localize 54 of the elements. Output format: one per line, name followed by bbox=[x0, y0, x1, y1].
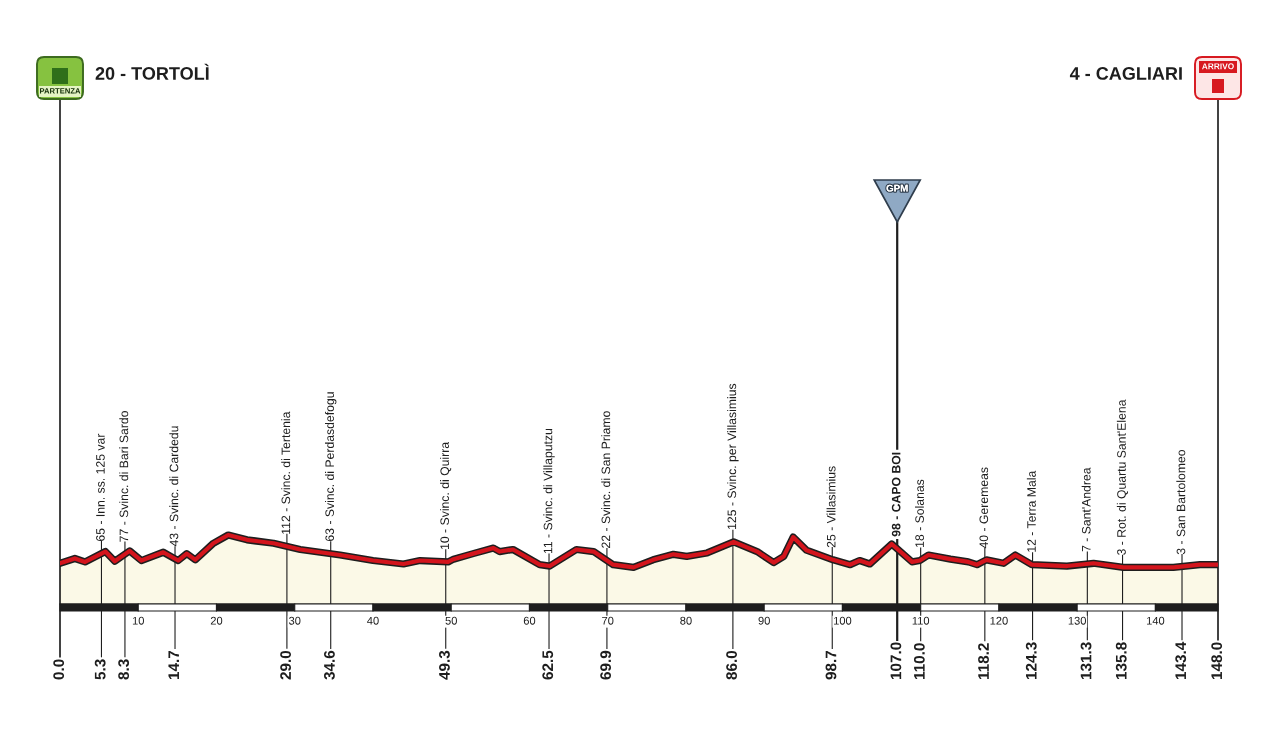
ref-line-label: 49.3 bbox=[439, 650, 450, 680]
annotation: 40 - Geremeas bbox=[979, 467, 989, 549]
ref-line-label: 143.4 bbox=[1175, 641, 1187, 680]
annotation: 43 - Svinc. di Cardedu bbox=[169, 426, 179, 547]
annotation: 125 - Svinc. per Villasimius bbox=[727, 383, 739, 529]
annotation: 22 - Svinc. di San Priamo bbox=[601, 411, 611, 548]
annotation: 25 - Villasimius bbox=[826, 466, 836, 548]
ref-line-label: 131.3 bbox=[1080, 642, 1092, 680]
x-tick-label: 50 bbox=[445, 616, 457, 625]
ref-line-label: 98.7 bbox=[825, 650, 837, 680]
ref-line-label: 8.3 bbox=[118, 659, 130, 680]
annotation: 10 - Svinc. di Quirra bbox=[440, 441, 452, 549]
x-tick-label: 40 bbox=[367, 616, 379, 625]
ref-line-label: 14.7 bbox=[168, 650, 179, 680]
text: 4 - CAGLIARI bbox=[1069, 67, 1182, 80]
ref-line-label: 110.0 bbox=[913, 643, 925, 680]
x-tick-label: 70 bbox=[602, 616, 614, 625]
annotation: 65 - Inn. ss. 125 var bbox=[96, 433, 105, 542]
annotation: 77 - Svinc. di Bari Sardo bbox=[119, 411, 129, 542]
x-tick-label: 120 bbox=[990, 616, 1008, 625]
x-tick-label: 20 bbox=[210, 616, 223, 625]
annotation: 11 - Svinc. di Villaputzu bbox=[543, 428, 555, 554]
ref-line-label: 0.0 bbox=[53, 659, 65, 680]
text: ARRIVO bbox=[1202, 63, 1234, 70]
annotation: 3 - San Bartolomeo bbox=[1176, 449, 1186, 555]
annotation: 12 - Terra Mala bbox=[1026, 470, 1036, 552]
x-tick-label: 130 bbox=[1068, 616, 1086, 625]
annotation: 3 - Rot. di Quartu Sant'Elena bbox=[1116, 399, 1129, 555]
ref-line-label: 118.2 bbox=[978, 643, 989, 680]
ref-line-label: 107.0 bbox=[890, 642, 902, 680]
annotation: 7 - Sant'Andrea bbox=[1081, 467, 1091, 552]
text: 20 - TORTOLÌ bbox=[95, 63, 209, 80]
annotation: 63 - Svinc. di Perdasdefogu bbox=[325, 392, 337, 542]
annotation: 98 - CAPO BOI bbox=[891, 452, 901, 537]
annotation: 18 - Solanas bbox=[914, 479, 924, 547]
x-tick-label: 60 bbox=[523, 616, 536, 625]
ref-line-label: 5.3 bbox=[94, 659, 106, 680]
ref-line-label: 86.0 bbox=[726, 650, 737, 680]
x-tick-label: 110 bbox=[912, 616, 930, 625]
ref-line-label: 69.9 bbox=[600, 650, 612, 680]
x-tick-label: 80 bbox=[680, 616, 692, 625]
text: GPM bbox=[886, 184, 908, 192]
ref-line-label: 148.0 bbox=[1211, 642, 1223, 680]
ref-line-label: 135.8 bbox=[1115, 642, 1127, 680]
annotation: 112 - Svinc. di Tertenia bbox=[281, 411, 291, 534]
ref-line-label: 34.6 bbox=[324, 650, 335, 680]
x-tick-label: 10 bbox=[132, 616, 144, 625]
ref-line-label: 124.3 bbox=[1025, 642, 1037, 680]
x-tick-label: 140 bbox=[1146, 616, 1165, 625]
ref-line-label: 62.5 bbox=[542, 650, 554, 680]
x-tick-label: 30 bbox=[288, 616, 301, 625]
ref-line-label: 29.0 bbox=[280, 650, 292, 680]
x-tick-label: 100 bbox=[834, 616, 852, 625]
x-tick-label: 90 bbox=[758, 616, 770, 625]
